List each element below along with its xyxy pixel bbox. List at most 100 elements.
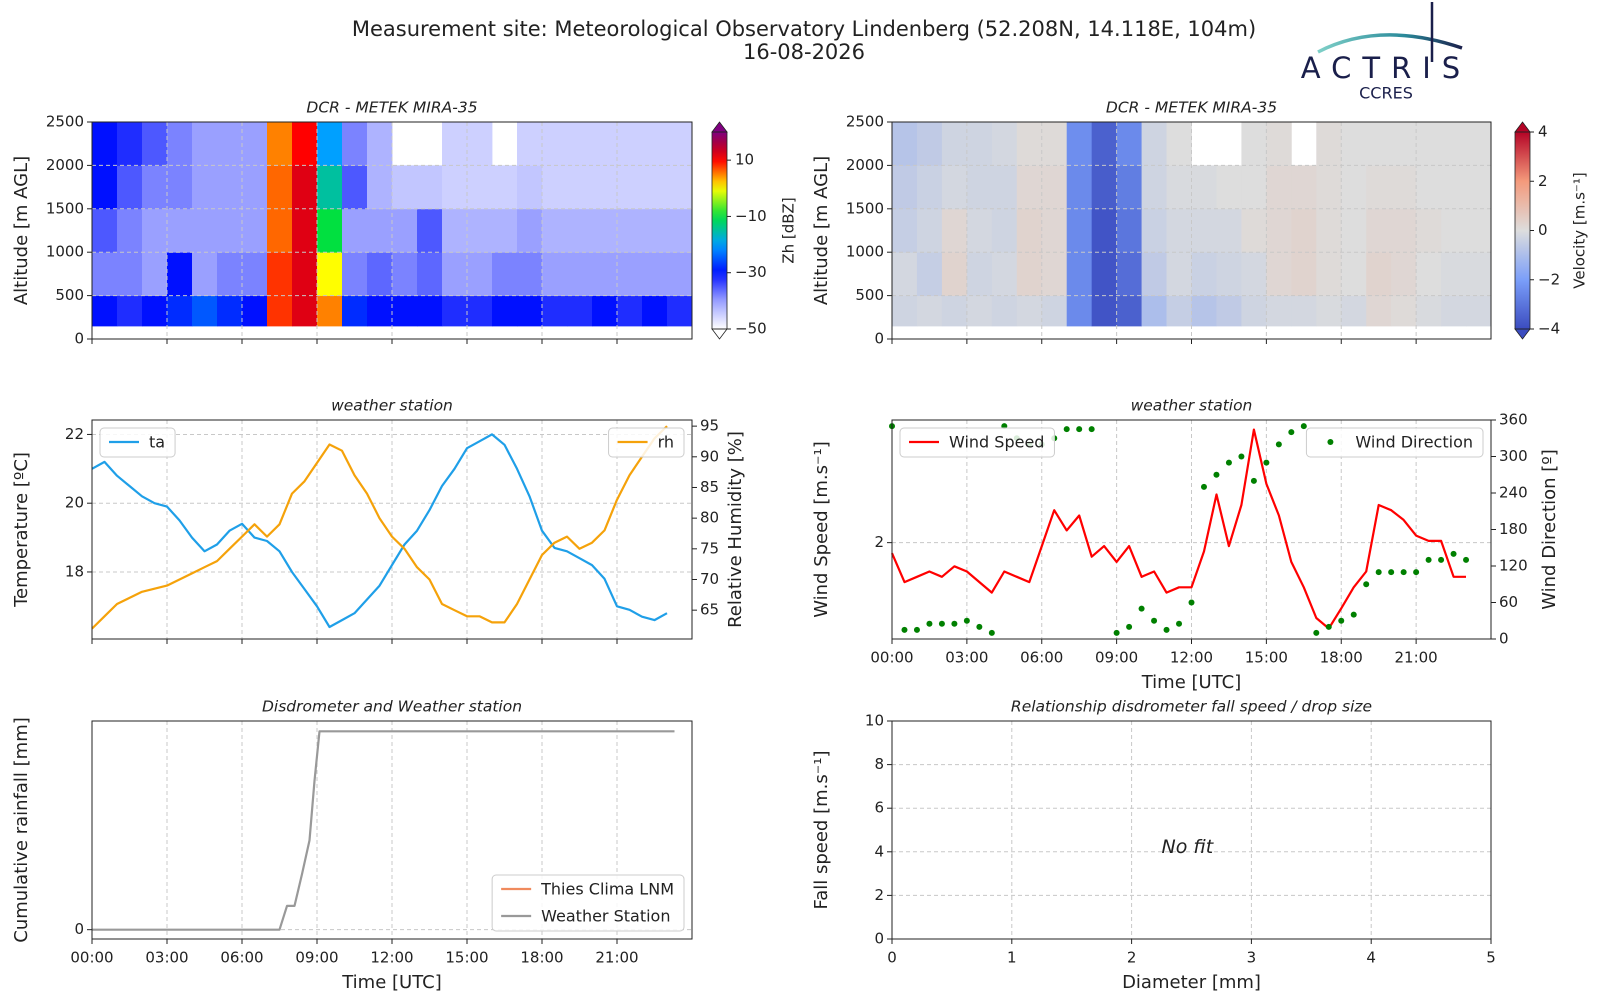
y-tick-label: 4: [874, 842, 884, 860]
scatter-point: [938, 620, 945, 627]
chart-panel: No fit 0 1 2 3 4 5 0 2 4 6 8 10 Relationship disdrome…: [811, 698, 1496, 994]
legend-label: ta: [149, 433, 165, 452]
scatter-point: [901, 626, 908, 633]
heatmap-cell: [916, 165, 943, 210]
y-axis-label: Fall speed [m.s⁻¹]: [811, 751, 832, 910]
heatmap-cell: [467, 252, 493, 296]
heatmap-cell: [1416, 208, 1442, 253]
x-tick-label: 5: [1486, 949, 1496, 967]
heatmap-cell: [292, 252, 318, 296]
heatmap-cell: [1291, 165, 1317, 210]
heatmap-cell: [667, 122, 693, 166]
heatmap-cell: [217, 252, 243, 296]
heatmap-cell: [242, 165, 268, 210]
y-tick-label: 1500: [46, 199, 84, 217]
y2-tick-label: 60: [1499, 593, 1518, 611]
heatmap-cell: [342, 122, 368, 166]
heatmap-cell: [892, 165, 918, 210]
heatmap-cell: [142, 252, 168, 296]
heatmap-cell: [892, 208, 918, 253]
chart-title: Disdrometer and Weather station: [262, 698, 522, 716]
y-tick-label: 0: [74, 920, 84, 938]
scatter-point: [1225, 459, 1232, 466]
heatmap-cell: [1241, 208, 1267, 253]
heatmap-cell: [442, 252, 468, 296]
heatmap-cell: [192, 295, 218, 327]
y2-tick-label: 90: [700, 447, 719, 465]
heatmap-cell: [117, 122, 143, 166]
heatmap-cell: [1266, 165, 1292, 210]
heatmap-cell: [117, 295, 143, 327]
y2-tick-label: 0: [1499, 630, 1509, 648]
heatmap-cell: [142, 208, 168, 253]
scatter-point: [1250, 477, 1257, 484]
series-line: [91, 433, 668, 629]
heatmap-cell: [642, 252, 668, 296]
x-tick-label: 4: [1366, 949, 1376, 967]
x-axis-label: Time [UTC]: [1141, 672, 1242, 693]
scatter-point: [1300, 423, 1307, 430]
heatmap-cell: [1266, 122, 1292, 166]
heatmap-cell: [442, 122, 468, 166]
heatmap-cell: [1391, 208, 1417, 253]
heatmap-cell: [1166, 208, 1192, 253]
y-tick-label: 1000: [46, 243, 84, 261]
legend-box: [899, 427, 1055, 458]
heatmap-cell: [1116, 122, 1142, 166]
heatmap-cell: [467, 295, 493, 327]
heatmap-cell: [392, 208, 418, 253]
heatmap-cell: [892, 295, 918, 327]
heatmap-cell: [1041, 208, 1068, 253]
heatmap-cell: [1241, 165, 1267, 210]
heatmap-cell: [1116, 295, 1142, 327]
heatmap-cell: [667, 295, 693, 327]
heatmap-cell: [517, 165, 543, 210]
heatmap-cell: [1041, 295, 1068, 327]
y-axis-label: Altitude [m AGL]: [11, 156, 32, 305]
colorbar-extend-bottom: [1514, 328, 1531, 340]
heatmap-cell: [941, 122, 968, 166]
heatmap-cell: [1341, 295, 1367, 327]
axes-frame: [91, 419, 693, 640]
colorbar-extend-top: [1514, 121, 1531, 133]
legend: Wind Direction: [1305, 427, 1484, 458]
heatmap-cell: [1066, 252, 1093, 296]
heatmap-cell: [941, 208, 968, 253]
heatmap-cell: [467, 122, 493, 166]
heatmap-cell: [567, 295, 593, 327]
heatmap-cell: [941, 295, 968, 327]
heatmap-cell: [1016, 165, 1043, 210]
y2-tick-label: 360: [1499, 411, 1528, 429]
heatmap-cell: [1341, 208, 1367, 253]
heatmap-cell: [142, 295, 168, 327]
x-axis-label: Time [UTC]: [341, 972, 442, 993]
x-tick-label: 18:00: [520, 949, 563, 967]
heatmap-cell: [417, 208, 443, 253]
heatmap-cell: [142, 122, 168, 166]
y-axis-label: Wind Speed [m.s⁻¹]: [811, 441, 832, 618]
heatmap-cell: [1266, 208, 1292, 253]
heatmap-cell: [1216, 295, 1242, 327]
scatter-point: [988, 629, 995, 636]
heatmap-cell: [1466, 295, 1492, 327]
heatmap-cell: [217, 165, 243, 210]
heatmap-cell: [1066, 165, 1093, 210]
scatter-point: [1063, 426, 1070, 433]
heatmap-cell: [1166, 295, 1192, 327]
y-tick-label: 18: [65, 562, 84, 580]
x-tick-label: 1: [1007, 949, 1017, 967]
heatmap-cell: [167, 165, 193, 210]
y-tick-label: 2: [874, 533, 884, 551]
scatter-point: [1113, 629, 1120, 636]
heatmap-cell: [1466, 208, 1492, 253]
heatmap-cell: [1366, 252, 1392, 296]
heatmap-cell: [1091, 208, 1118, 253]
y2-axis-label: Wind Direction [º]: [1539, 449, 1560, 610]
scatter-point: [1325, 623, 1332, 630]
scatter-point: [1275, 441, 1282, 448]
heatmap-cell: [317, 122, 343, 166]
colorbar-tick-label: −2: [1538, 270, 1560, 288]
heatmap-cell: [292, 165, 318, 210]
heatmap-cell: [417, 252, 443, 296]
x-tick-label: 15:00: [445, 949, 488, 967]
